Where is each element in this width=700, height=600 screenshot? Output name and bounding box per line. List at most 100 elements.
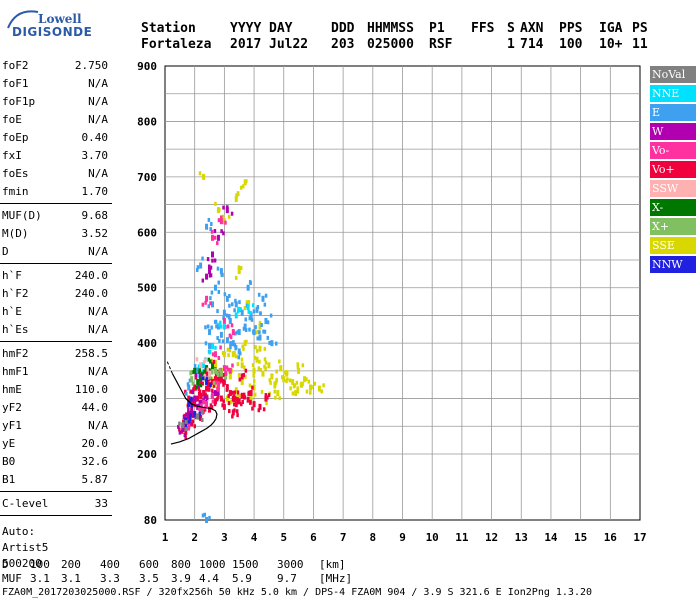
param-separator (0, 491, 112, 492)
x-tick-label: 11 (455, 531, 469, 544)
param-key: foEs (2, 167, 29, 180)
echo-point-e (234, 331, 237, 336)
echo-point-sse (261, 370, 264, 375)
echo-point-sse (291, 378, 295, 385)
echo-point-e (219, 268, 223, 275)
echo-point-x- (199, 383, 203, 388)
x-tick-label: 1 (162, 531, 169, 544)
echo-point-e (257, 292, 261, 297)
echo-point-vo+ (219, 395, 223, 402)
echo-point-vo+ (240, 402, 243, 407)
distance-value: 1500 (232, 558, 259, 571)
echo-point-vo+ (213, 402, 217, 407)
echo-point-sse (294, 390, 298, 397)
x-tick-label: 2 (191, 531, 198, 544)
legend-item-ssw: SSW (650, 180, 696, 197)
echo-point-sse (242, 184, 245, 189)
echo-point-vo+ (206, 384, 210, 389)
echo-point-w (213, 229, 217, 234)
x-tick-label: 13 (515, 531, 528, 544)
echo-point-w (206, 257, 210, 262)
echo-point-w (222, 205, 225, 210)
echo-point-vo+ (213, 376, 217, 383)
echo-point-nne (197, 364, 201, 369)
echo-point-e (218, 338, 221, 343)
echo-point-vo+ (198, 389, 202, 394)
echo-point-vo+ (205, 385, 209, 392)
echo-point-w (187, 407, 190, 412)
echo-point-sse (291, 391, 295, 396)
autoscale-info: Artist5 (2, 541, 49, 554)
echo-point-e (263, 329, 267, 334)
param-row: hmF1 N/A (2, 364, 108, 379)
param-key: foE (2, 113, 22, 126)
echo-point-nnw (193, 411, 197, 418)
echo-point-w (205, 273, 209, 280)
echo-point-vo- (225, 365, 229, 370)
lowell-digisonde-logo: Lowell DIGISONDE (4, 6, 92, 42)
echo-point-sse (255, 356, 259, 363)
echo-point-nne (234, 312, 238, 319)
echo-point-vo+ (222, 378, 226, 385)
echo-point-e (227, 315, 231, 320)
x-tick-label: 4 (251, 531, 258, 544)
echo-point-vo+ (257, 408, 261, 413)
param-row: h`F 240.0 (2, 268, 108, 283)
echo-point-sse (255, 348, 259, 353)
echo-point-x+ (210, 369, 214, 374)
echo-point-e (229, 341, 232, 346)
echo-point-sse (252, 368, 255, 373)
echo-point-vo- (226, 367, 230, 372)
x-tick-label: 7 (340, 531, 347, 544)
echo-point-w (216, 391, 219, 396)
echo-point-e (210, 290, 214, 295)
echo-point-sse (278, 359, 281, 364)
echo-point-vo- (230, 323, 234, 328)
echo-point-sse (299, 382, 303, 387)
param-value: 0.40 (81, 131, 109, 144)
echo-point-e (203, 512, 206, 517)
echo-point-w (209, 265, 213, 270)
echo-point-e (260, 322, 263, 327)
echo-point-e (223, 292, 227, 297)
echo-point-vo- (216, 384, 220, 391)
echo-point-e (201, 513, 205, 518)
muf-value: 3.1 (61, 572, 81, 585)
echo-point-sse (268, 378, 272, 383)
param-row: D N/A (2, 244, 108, 259)
echo-point-vo- (202, 399, 206, 404)
echo-point-vo+ (197, 391, 201, 396)
echo-point-x- (196, 378, 200, 385)
echo-point-e (216, 336, 219, 341)
echo-point-e (222, 315, 225, 320)
echo-point-e (248, 327, 251, 332)
echo-point-sse (233, 350, 236, 355)
echo-point-e (222, 309, 226, 316)
distance-value: 200 (61, 558, 81, 571)
echo-point-vo+ (232, 402, 236, 407)
echo-point-sse (198, 171, 202, 176)
echo-point-e (266, 320, 270, 325)
param-key: yF1 (2, 419, 22, 432)
echo-point-w (208, 267, 211, 272)
echo-point-e (206, 324, 210, 329)
param-value: N/A (88, 305, 108, 318)
echo-point-nne (218, 322, 221, 327)
echo-point-w (191, 398, 195, 403)
echo-point-vo+ (249, 400, 252, 405)
echo-point-sse (240, 362, 244, 369)
echo-point-sse (218, 207, 221, 212)
echo-point-vo+ (266, 395, 269, 400)
echo-point-vo+ (246, 396, 250, 403)
echo-point-x- (195, 385, 198, 390)
echo-point-e (204, 341, 208, 346)
echo-point-e (187, 384, 191, 391)
echo-point-nnw (187, 419, 191, 424)
echo-point-e (207, 304, 210, 309)
param-value: N/A (88, 77, 108, 90)
echo-point-vo+ (238, 377, 242, 382)
param-row: B1 5.87 (2, 472, 108, 487)
echo-point-sse (234, 275, 238, 280)
echo-point-vo- (213, 351, 217, 358)
